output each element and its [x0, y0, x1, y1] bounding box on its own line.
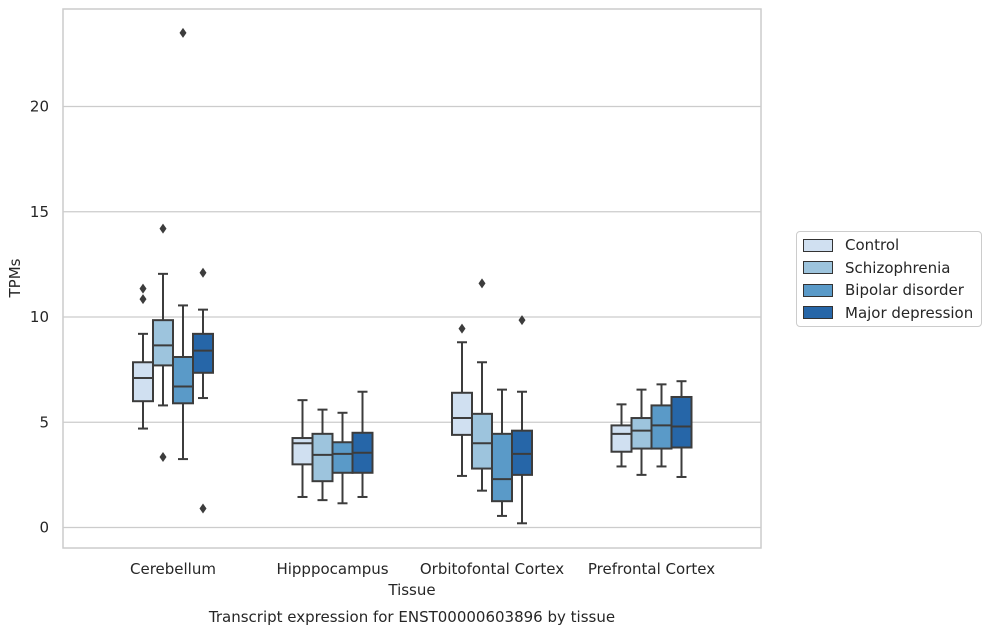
- box-body: [630, 417, 653, 450]
- y-axis-ticks: 0 5 10 15 20: [30, 98, 49, 537]
- box-body: [291, 437, 314, 466]
- box-body: [192, 332, 214, 374]
- box: [311, 408, 334, 502]
- box-body: [451, 391, 473, 436]
- box: [511, 315, 533, 525]
- y-axis-label: TPMs: [6, 258, 24, 298]
- outlier-point: [139, 283, 147, 294]
- chart-title: Transcript expression for ENST0000060389…: [208, 608, 615, 626]
- legend-label: Major depression: [845, 303, 974, 322]
- box: [172, 27, 194, 461]
- outlier-point: [139, 294, 147, 305]
- plot-area-background: [63, 9, 761, 548]
- legend-swatch: [803, 238, 833, 252]
- legend: Control Schizophrenia Bipolar disorder Majo…: [796, 231, 982, 327]
- box-body: [172, 355, 194, 405]
- x-axis-ticks: Cerebellum Hipppocampus Orbitofontal Corte…: [130, 560, 715, 578]
- y-tick-label: 20: [30, 98, 49, 116]
- box-body: [152, 319, 174, 367]
- outlier-point: [199, 267, 207, 278]
- y-tick-label: 10: [30, 308, 49, 326]
- x-tick-label: Prefrontal Cortex: [588, 560, 715, 578]
- box: [192, 267, 214, 514]
- box: [291, 399, 314, 498]
- outlier-point: [518, 315, 526, 326]
- legend-label: Control: [845, 236, 900, 254]
- box: [491, 388, 513, 517]
- box-body: [610, 424, 633, 453]
- legend-item: Control: [803, 234, 899, 256]
- box-body: [132, 361, 154, 403]
- legend-swatch: [803, 306, 833, 319]
- outlier-point: [478, 278, 486, 289]
- x-tick-label: Cerebellum: [130, 560, 216, 578]
- box-body: [650, 404, 673, 450]
- box: [351, 390, 374, 498]
- x-tick-label: Hipppocampus: [276, 560, 388, 578]
- legend-item: Major depression: [803, 302, 973, 324]
- legend-label: Schizophrenia: [845, 258, 951, 277]
- box-body: [511, 429, 533, 476]
- legend-swatch: [803, 261, 833, 274]
- legend-swatch: [803, 283, 833, 297]
- box: [630, 388, 653, 476]
- box: [132, 283, 154, 430]
- box-body: [670, 395, 693, 449]
- y-tick-label: 0: [39, 519, 49, 537]
- outlier-point: [179, 27, 187, 38]
- box: [152, 223, 174, 462]
- box: [650, 383, 673, 468]
- x-tick-label: Orbitofontal Cortex: [420, 560, 564, 578]
- box-body: [471, 412, 493, 470]
- x-axis-label: Tissue: [387, 581, 435, 599]
- y-tick-label: 5: [39, 413, 49, 431]
- box: [471, 278, 493, 492]
- legend-item: Bipolar disorder: [803, 279, 964, 301]
- box-series: [132, 27, 693, 525]
- outlier-point: [159, 451, 167, 462]
- y-tick-label: 15: [30, 203, 49, 221]
- box: [670, 380, 693, 478]
- outlier-point: [159, 223, 167, 234]
- box: [610, 403, 633, 468]
- legend-item: Schizophrenia: [803, 257, 950, 279]
- box-body: [491, 432, 513, 503]
- gridlines: [63, 105, 761, 529]
- outlier-point: [199, 503, 207, 514]
- outlier-point: [458, 323, 466, 334]
- box-body: [311, 432, 334, 483]
- legend-label: Bipolar disorder: [845, 281, 964, 299]
- plot-area-frame: [62, 8, 762, 549]
- box-body: [331, 441, 354, 474]
